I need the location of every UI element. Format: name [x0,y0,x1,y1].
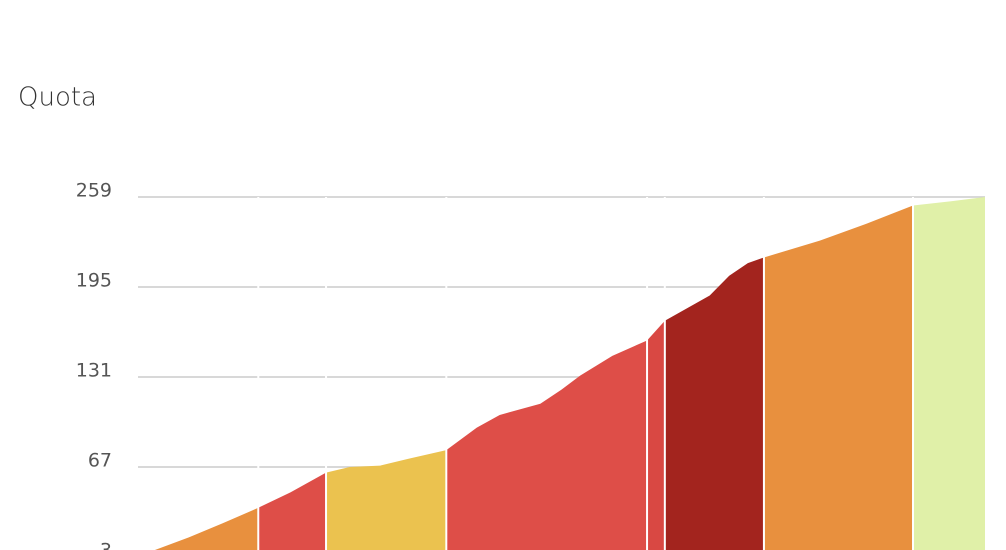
area-segment [647,320,665,550]
y-tick-label: 259 [76,180,112,202]
area-segment [154,507,259,550]
y-tick-label: 67 [88,450,112,472]
y-axis-title: Quota [18,83,97,113]
y-tick-label: 3 [100,540,112,550]
area-segment [258,472,327,550]
area-segment [326,450,447,550]
area-segment [446,340,648,550]
y-tick-label: 131 [76,360,112,382]
area-segment [763,205,914,550]
area-segment [913,197,985,550]
area-segment [664,257,764,550]
y-tick-label: 195 [76,270,112,292]
